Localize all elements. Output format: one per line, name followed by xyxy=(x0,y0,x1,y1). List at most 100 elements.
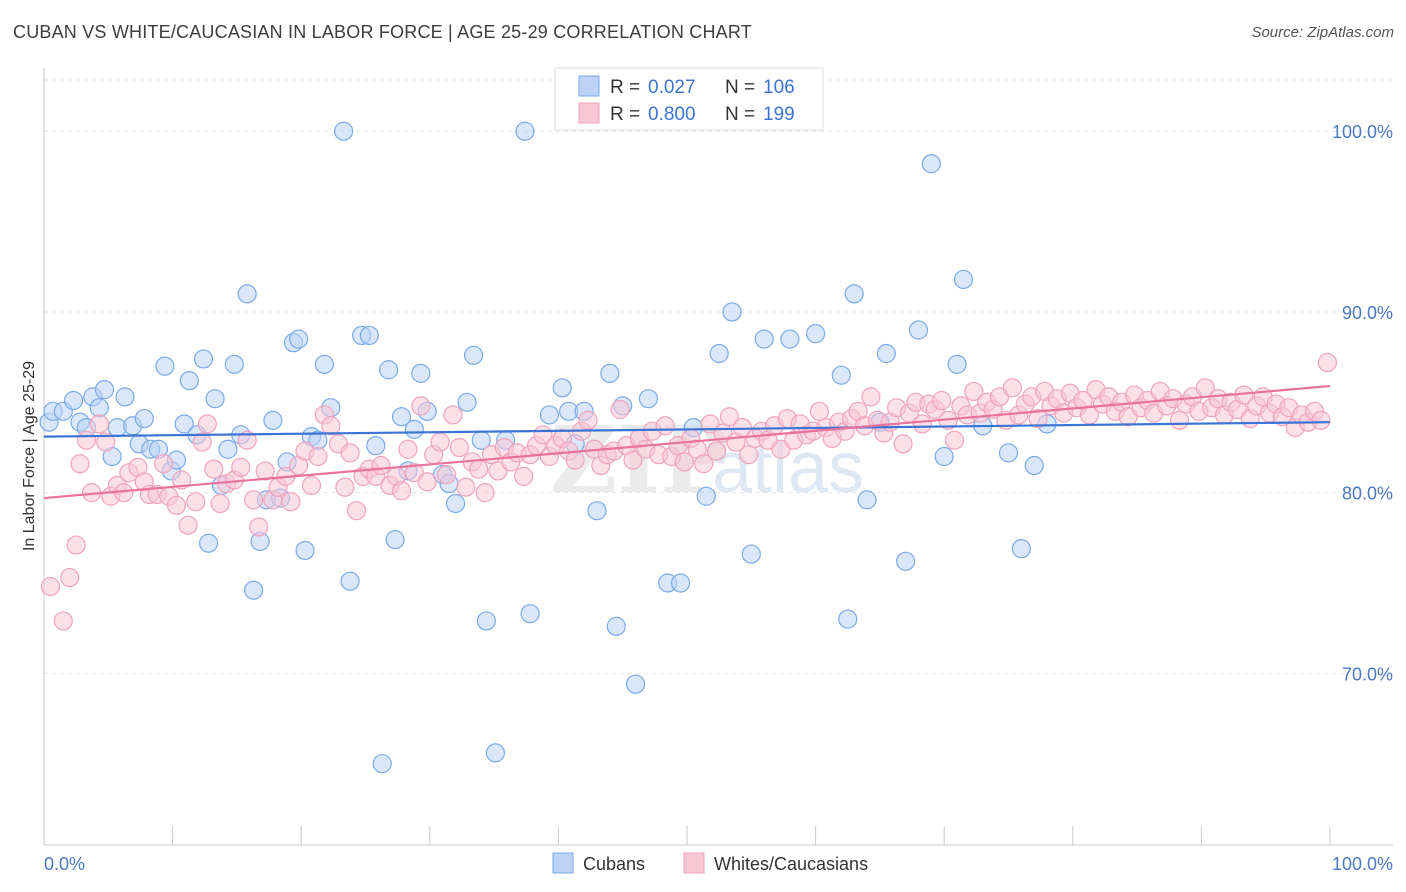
cubans-point-54 xyxy=(404,419,424,439)
cubans-point-20 xyxy=(174,414,194,434)
x-tick-label-0: 0.0% xyxy=(44,854,85,874)
legend-n-value-cubans: 106 xyxy=(763,77,795,98)
cubans-point-68 xyxy=(539,405,559,425)
cubans-point-51 xyxy=(385,530,405,550)
whites-point-33 xyxy=(255,461,275,481)
cubans-point-84 xyxy=(722,302,742,322)
cubans-point-55 xyxy=(411,363,431,383)
whites-point-197 xyxy=(1311,410,1331,430)
bottom-legend-label-cubans: Cubans xyxy=(583,854,645,874)
cubans-point-28 xyxy=(224,354,244,374)
cubans-point-11 xyxy=(115,387,135,407)
cubans-point-100 xyxy=(953,269,974,290)
whites-point-24 xyxy=(197,414,217,434)
cubans-point-64 xyxy=(485,743,505,763)
whites-point-21 xyxy=(178,515,198,535)
legend-r-label-cubans: R = xyxy=(610,77,640,98)
legend-r-value-cubans: 0.027 xyxy=(648,77,696,98)
whites-point-7 xyxy=(89,414,109,434)
legend-n-value-whites: 199 xyxy=(763,104,795,125)
cubans-point-67 xyxy=(520,604,540,624)
y-tick-labels: 100.0% 90.0% 80.0% 70.0% xyxy=(1332,122,1393,684)
whites-point-40 xyxy=(301,475,322,496)
whites-point-98 xyxy=(674,452,695,472)
whites-point-103 xyxy=(706,441,727,461)
cubans-point-24 xyxy=(199,533,219,553)
cubans-point-25 xyxy=(205,389,225,409)
whites-point-58 xyxy=(417,472,437,492)
whites-point-45 xyxy=(335,477,355,497)
cubans-point-30 xyxy=(237,284,257,304)
cubans-point-92 xyxy=(857,490,877,510)
whites-point-22 xyxy=(186,492,206,512)
whites-point-108 xyxy=(739,445,759,465)
whites-point-29 xyxy=(231,457,251,477)
whites-point-23 xyxy=(192,432,212,452)
cubans-trend-line xyxy=(43,421,1331,438)
cubans-point-23 xyxy=(193,349,214,369)
cubans-point-47 xyxy=(359,325,379,346)
cubans-point-31 xyxy=(244,580,264,600)
whites-point-132 xyxy=(893,434,913,454)
x-tick-label-1: 100.0% xyxy=(1332,854,1393,874)
cubans-point-104 xyxy=(1024,455,1044,476)
cubans-point-103 xyxy=(1011,539,1031,559)
whites-point-19 xyxy=(166,495,187,515)
whites-point-5 xyxy=(76,430,97,450)
whites-point-63 xyxy=(449,437,469,458)
series-whites xyxy=(40,352,1338,631)
whites-point-30 xyxy=(237,430,257,450)
cubans-point-3 xyxy=(63,390,84,411)
legend-n-label-cubans: N = xyxy=(725,77,755,98)
cubans-point-61 xyxy=(463,345,484,365)
legend-r-label-whites: R = xyxy=(610,104,640,125)
whites-point-175 xyxy=(1169,410,1190,430)
y-tick-label-2: 80.0% xyxy=(1342,484,1393,504)
cubans-point-39 xyxy=(295,540,315,561)
whites-point-62 xyxy=(443,405,463,425)
cubans-point-89 xyxy=(831,365,851,385)
whites-point-101 xyxy=(694,454,714,474)
whites-point-0 xyxy=(40,577,61,597)
whites-point-43 xyxy=(321,416,341,436)
cubans-point-42 xyxy=(314,354,334,374)
whites-point-3 xyxy=(66,535,86,555)
cubans-point-48 xyxy=(366,436,386,456)
cubans-point-49 xyxy=(372,754,392,774)
whites-trend-line xyxy=(43,384,1331,500)
cubans-point-21 xyxy=(179,371,199,391)
cubans-point-86 xyxy=(754,329,774,349)
cubans-point-98 xyxy=(934,446,954,467)
whites-point-1 xyxy=(53,611,73,631)
whites-point-88 xyxy=(610,399,630,420)
whites-point-47 xyxy=(346,501,367,521)
whites-point-153 xyxy=(1028,408,1048,429)
axes xyxy=(43,68,1393,846)
whites-point-60 xyxy=(430,432,450,452)
whites-point-46 xyxy=(340,443,360,463)
y-tick-label-1: 90.0% xyxy=(1342,303,1393,323)
cubans-point-85 xyxy=(741,544,761,564)
cubans-point-91 xyxy=(844,284,864,304)
whites-point-105 xyxy=(719,407,740,427)
cubans-point-102 xyxy=(998,443,1019,463)
source-label: Source: ZipAtlas.com xyxy=(1251,24,1394,41)
cubans-point-80 xyxy=(670,573,691,593)
bottom-legend-swatch-whites xyxy=(683,852,705,874)
whites-point-32 xyxy=(249,517,269,537)
whites-point-25 xyxy=(204,459,224,479)
stats-legend: R = 0.027 N = 106 R = 0.800 N = 199 xyxy=(554,67,824,131)
y-axis-label: In Labor Force | Age 25-29 xyxy=(21,361,38,551)
bottom-legend-label-whites: Whites/Caucasians xyxy=(714,854,868,874)
whites-point-20 xyxy=(172,470,192,490)
bottom-legend-swatch-cubans xyxy=(552,852,574,874)
whites-point-67 xyxy=(475,483,495,503)
whites-point-95 xyxy=(655,416,675,436)
whites-point-143 xyxy=(964,381,984,402)
whites-point-17 xyxy=(153,454,174,474)
legend-box xyxy=(554,67,824,131)
y-tick-label-3: 70.0% xyxy=(1342,664,1393,684)
cubans-point-45 xyxy=(340,571,360,591)
whites-point-61 xyxy=(436,464,457,485)
legend-swatch-whites xyxy=(578,102,600,124)
